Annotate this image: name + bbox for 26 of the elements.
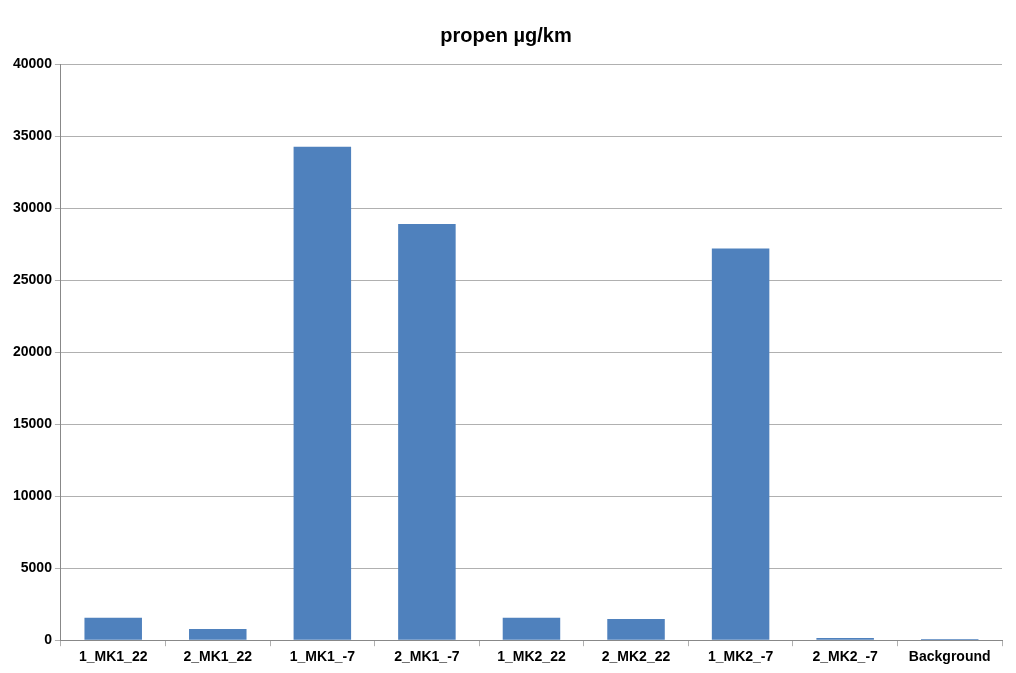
x-tick-label: 1_MK2_-7	[707, 648, 774, 665]
bar	[607, 618, 665, 640]
bar	[84, 617, 142, 640]
y-tick-label: 20000	[12, 342, 53, 359]
x-tick-label: 2_MK2_-7	[812, 648, 879, 665]
x-tick-label: 1_MK1_-7	[289, 648, 356, 665]
x-tick-label: 1_MK2_22	[497, 648, 566, 665]
y-tick-label: 30000	[12, 198, 53, 215]
bar	[398, 223, 456, 640]
bar	[189, 628, 247, 640]
y-tick-label: 5000	[20, 559, 53, 576]
x-tick-label: 2_MK1_22	[183, 648, 253, 665]
y-tick-label: 15000	[12, 414, 53, 431]
bar	[293, 146, 352, 640]
y-tick-label: 10000	[12, 487, 53, 504]
x-tick-label: Background	[908, 648, 991, 665]
x-tick-label: 2_MK1_-7	[394, 648, 460, 665]
x-tick-label: 2_MK2_22	[601, 648, 671, 665]
y-tick-label: 40000	[12, 54, 53, 71]
y-tick-label: 0	[44, 631, 53, 648]
y-tick-label: 25000	[12, 270, 53, 287]
bar	[502, 617, 561, 640]
bar	[711, 248, 770, 640]
x-tick-label: 1_MK1_22	[78, 648, 148, 665]
chart-title: propen µg/km	[440, 23, 572, 46]
y-tick-label: 35000	[12, 126, 53, 143]
